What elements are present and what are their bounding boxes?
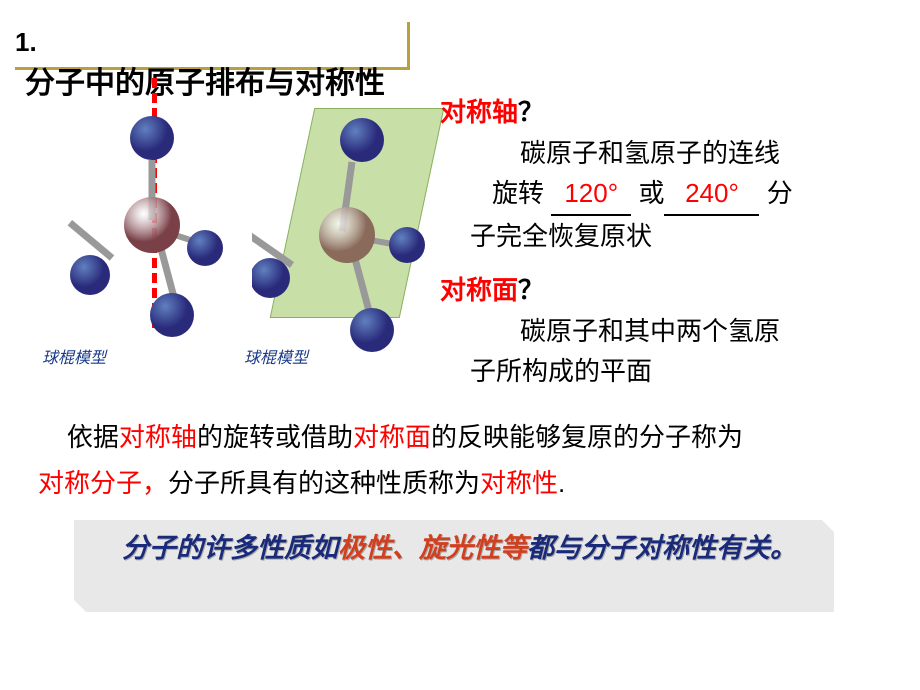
angle1-blank: 120° bbox=[551, 173, 631, 215]
molecule-model-1: 球棍模型 bbox=[40, 90, 250, 370]
title-number: 1. bbox=[15, 22, 37, 58]
para-t5: . bbox=[558, 468, 565, 498]
para-r2: 对称面 bbox=[353, 422, 431, 452]
hl-t1: 分子的许多性质如 bbox=[122, 533, 338, 563]
plane-desc-line1: 碳原子和其中两个氢原 bbox=[492, 311, 910, 351]
plane-description: 碳原子和其中两个氢原 子所构成的平面 bbox=[440, 311, 910, 392]
para-r3: 对称分子， bbox=[38, 468, 168, 498]
plane-question: 对称面？ bbox=[440, 270, 910, 307]
axis-desc-line1: 碳原子和氢原子的连线 bbox=[492, 133, 910, 173]
hl-r1: 极性、旋光性等 bbox=[338, 533, 527, 563]
angle2-blank: 240° bbox=[664, 173, 759, 215]
model-label-2: 球棍模型 bbox=[244, 344, 308, 368]
highlight-content: 分子的许多性质如极性、旋光性等都与分子对称性有关。 bbox=[92, 530, 816, 568]
highlight-box: 分子的许多性质如极性、旋光性等都与分子对称性有关。 bbox=[74, 520, 834, 612]
axis-question: 对称轴？ bbox=[440, 92, 910, 129]
corner-cut-tr bbox=[820, 518, 836, 534]
axis-label: 对称轴 bbox=[440, 97, 518, 127]
or-text: 或 bbox=[631, 178, 664, 208]
corner-cut-bl bbox=[72, 598, 88, 614]
model-label-1: 球棍模型 bbox=[42, 344, 106, 368]
para-t3: 的反映能够复原的分子称为 bbox=[431, 422, 743, 452]
suffix-text: 分 bbox=[759, 178, 792, 208]
axis-desc-line3: 子完全恢复原状 bbox=[492, 216, 910, 256]
para-r4: 对称性 bbox=[480, 468, 558, 498]
plane-desc-line2: 子所构成的平面 bbox=[492, 351, 910, 391]
axis-description: 碳原子和氢原子的连线 旋转 120° 或 240° 分 子完全恢复原状 bbox=[440, 133, 910, 256]
question-block: 对称轴？ 碳原子和氢原子的连线 旋转 120° 或 240° 分 子完全恢复原状… bbox=[440, 92, 910, 391]
para-t4: 分子所具有的这种性质称为 bbox=[168, 468, 480, 498]
axis-qmark: ？ bbox=[518, 97, 544, 127]
plane-qmark: ？ bbox=[518, 275, 544, 305]
rotate-prefix: 旋转 bbox=[492, 178, 551, 208]
molecule-model-2: 球棍模型 bbox=[252, 100, 452, 380]
para-r1: 对称轴 bbox=[119, 422, 197, 452]
plane-label: 对称面 bbox=[440, 275, 518, 305]
definition-paragraph: 依据对称轴的旋转或借助对称面的反映能够复原的分子称为对称分子，分子所具有的这种性… bbox=[38, 415, 888, 506]
axis-desc-line2: 旋转 120° 或 240° 分 bbox=[492, 173, 910, 215]
para-t2: 的旋转或借助 bbox=[197, 422, 353, 452]
hl-t2: 都与分子对称性有关。 bbox=[527, 533, 797, 563]
slide-title-bar: 1. 分子中的原子排布与对称性 bbox=[15, 22, 410, 70]
para-t1: 依据 bbox=[67, 422, 119, 452]
